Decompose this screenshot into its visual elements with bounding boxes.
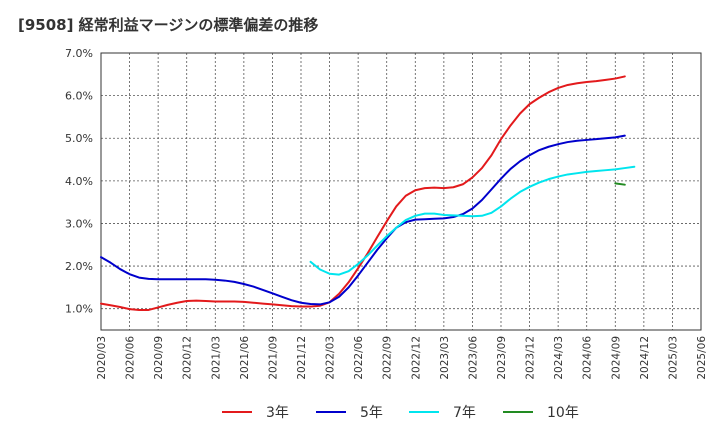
legend-swatch-5y xyxy=(316,411,346,413)
chart-title: [9508] 経常利益マージンの標準偏差の推移 xyxy=(18,16,319,34)
y-tick-label: 4.0% xyxy=(65,175,93,188)
legend-item-7y: 7年 xyxy=(409,402,476,422)
x-tick-label: 2024/12 xyxy=(639,336,651,380)
x-tick-label: 2021/12 xyxy=(296,336,308,380)
legend-item-5y: 5年 xyxy=(316,402,383,422)
x-tick-label: 2023/12 xyxy=(525,336,537,380)
chart-legend: 3年 5年 7年 10年 xyxy=(0,402,720,428)
x-tick-label: 2024/06 xyxy=(582,336,594,380)
y-tick-label: 6.0% xyxy=(65,90,93,103)
y-tick-label: 3.0% xyxy=(65,217,93,230)
y-tick-label: 5.0% xyxy=(65,132,93,145)
legend-swatch-7y xyxy=(409,411,439,413)
series-line-3 xyxy=(614,182,626,186)
x-tick-label: 2024/09 xyxy=(610,336,622,380)
series-line-2 xyxy=(309,165,636,276)
x-tick-label: 2022/12 xyxy=(410,336,422,380)
x-tick-label: 2020/12 xyxy=(182,336,194,380)
x-tick-label: 2025/03 xyxy=(667,336,679,380)
x-tick-label: 2023/03 xyxy=(439,336,451,380)
x-tick-label: 2023/06 xyxy=(467,336,479,380)
legend-swatch-10y xyxy=(503,411,533,413)
x-tick-label: 2022/03 xyxy=(325,336,337,380)
x-tick-label: 2020/09 xyxy=(153,336,165,380)
line-chart: 1.0% 2.0% 3.0% 4.0% 5.0% 6.0% 7.0% 2020/03 2020… xyxy=(65,47,708,380)
x-tick-label: 2020/03 xyxy=(96,336,108,380)
x-tick-label: 2025/06 xyxy=(696,336,708,380)
legend-label-3y: 3年 xyxy=(266,405,289,421)
y-tick-label: 2.0% xyxy=(65,260,93,273)
legend-item-3y: 3年 xyxy=(222,402,289,422)
x-tick-label: 2020/06 xyxy=(125,336,137,380)
legend-swatch-3y xyxy=(222,411,252,413)
plot-area xyxy=(101,53,701,330)
series-line-1 xyxy=(100,134,626,306)
x-tick-label: 2021/03 xyxy=(210,336,222,380)
x-tick-label: 2021/06 xyxy=(239,336,251,380)
y-tick-label: 7.0% xyxy=(65,47,93,60)
legend-item-10y: 10年 xyxy=(503,402,579,422)
legend-label-10y: 10年 xyxy=(547,405,579,421)
x-tick-label: 2024/03 xyxy=(553,336,565,380)
legend-label-5y: 5年 xyxy=(360,405,383,421)
x-tick-label: 2021/09 xyxy=(267,336,279,380)
legend-label-7y: 7年 xyxy=(453,405,476,421)
plot-frame xyxy=(100,52,702,331)
x-tick-label: 2022/09 xyxy=(382,336,394,380)
y-tick-label: 1.0% xyxy=(65,303,93,316)
x-tick-label: 2023/09 xyxy=(496,336,508,380)
x-tick-label: 2022/06 xyxy=(353,336,365,380)
